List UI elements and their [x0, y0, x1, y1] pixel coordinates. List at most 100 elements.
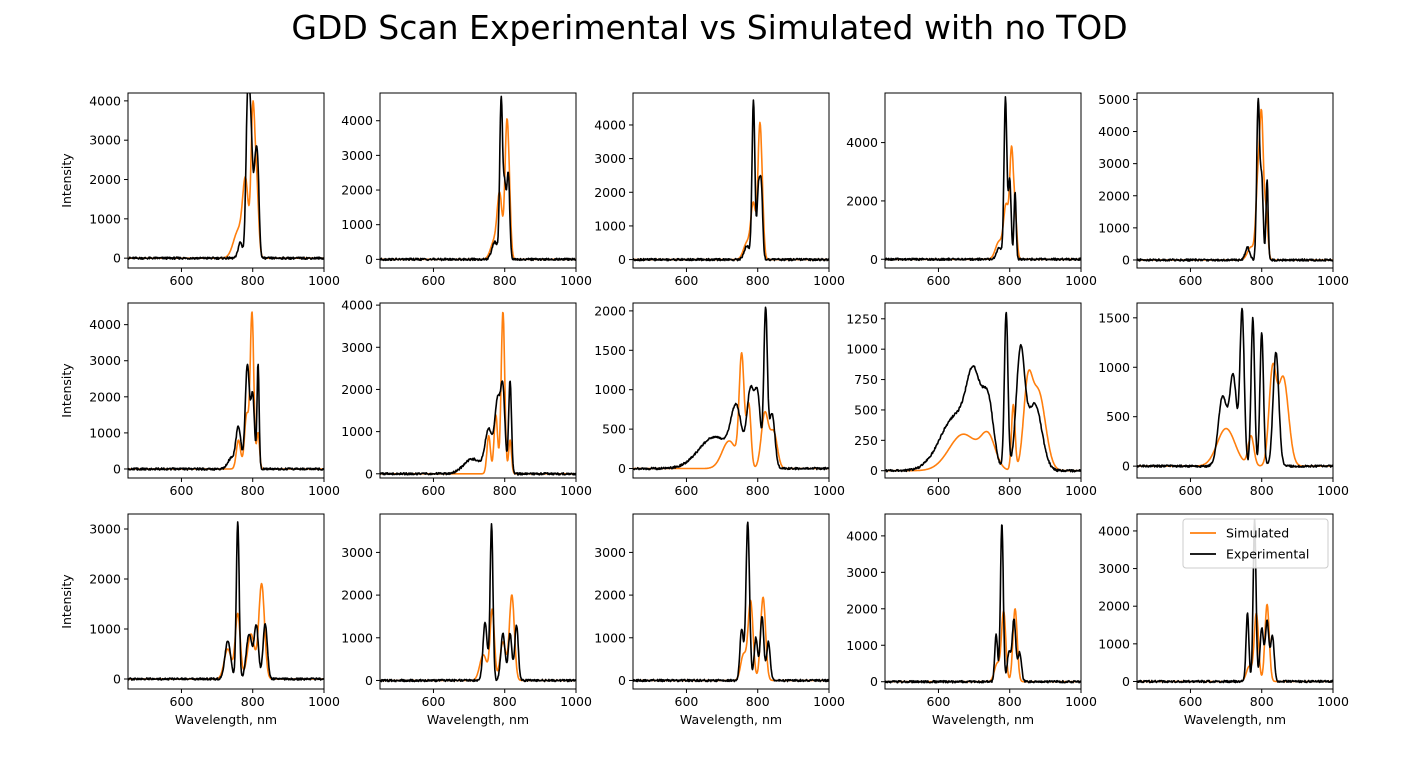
simulated-series-line — [1137, 603, 1333, 683]
y-tick-label: 2000 — [89, 572, 121, 587]
chart-panel-13: 600 800 1000 0 1000 2000 3000 Wavelength, nm — [594, 513, 845, 727]
y-tick-label: 2000 — [89, 172, 121, 187]
x-tick-label: 800 — [1250, 483, 1274, 498]
y-tick-label: 1000 — [89, 211, 121, 226]
legend-entry: Experimental — [1226, 547, 1309, 562]
experimental-series-line — [885, 524, 1081, 684]
x-tick-label: 1000 — [308, 694, 340, 709]
y-tick-label: 4000 — [341, 113, 373, 128]
experimental-series-line — [1137, 518, 1333, 684]
y-tick-label: 0 — [618, 673, 626, 688]
x-tick-label: 1000 — [308, 273, 340, 288]
y-tick-label: 3000 — [1098, 561, 1130, 576]
y-tick-label: 2000 — [341, 183, 373, 198]
y-tick-label: 1000 — [594, 382, 626, 397]
y-tick-label: 3000 — [341, 545, 373, 560]
y-tick-label: 2000 — [846, 193, 878, 208]
chart-panel-4: 600 800 1000 0 2000 4000 — [846, 92, 1097, 288]
chart-panel-6: 600 800 1000 0 1000 2000 3000 4000 Intensity — [59, 302, 340, 498]
y-tick-label: 1000 — [1098, 360, 1130, 375]
x-tick-label: 600 — [422, 694, 446, 709]
x-tick-label: 600 — [1179, 694, 1203, 709]
y-tick-label: 4000 — [89, 317, 121, 332]
plot-frame — [379, 302, 577, 479]
simulated-series-line — [885, 145, 1081, 261]
y-tick-label: 3000 — [1098, 156, 1130, 171]
experimental-series-line — [380, 380, 576, 476]
experimental-series-line — [128, 363, 324, 471]
y-tick-label: 500 — [854, 402, 878, 417]
y-axis-label: Intensity — [59, 153, 74, 208]
y-tick-label: 0 — [1122, 252, 1130, 267]
simulated-series-line — [885, 608, 1081, 683]
x-tick-label: 1000 — [813, 483, 845, 498]
figure-title: GDD Scan Experimental vs Simulated with … — [291, 8, 1128, 47]
y-tick-label: 1500 — [594, 343, 626, 358]
y-tick-label: 2000 — [341, 588, 373, 603]
y-tick-label: 1000 — [594, 218, 626, 233]
plot-frame — [1136, 92, 1334, 269]
experimental-series-line — [380, 523, 576, 683]
simulated-series-line — [633, 121, 829, 261]
simulated-series-line — [633, 352, 829, 470]
y-tick-label: 2000 — [1098, 599, 1130, 614]
y-tick-label: 0 — [870, 674, 878, 689]
plot-frame — [884, 92, 1082, 269]
plot-area — [1137, 307, 1333, 468]
x-tick-label: 600 — [927, 483, 951, 498]
simulated-series-line — [885, 369, 1081, 472]
x-tick-label: 1000 — [560, 694, 592, 709]
chart-panel-5: 600 800 1000 0 1000 2000 3000 4000 5000 — [1098, 92, 1349, 288]
y-tick-label: 3000 — [341, 340, 373, 355]
y-tick-label: 0 — [1122, 674, 1130, 689]
simulated-series-line — [380, 118, 576, 261]
x-tick-label: 1000 — [560, 273, 592, 288]
y-tick-label: 1000 — [89, 622, 121, 637]
y-tick-label: 0 — [365, 252, 373, 267]
x-tick-label: 600 — [1179, 483, 1203, 498]
y-tick-label: 0 — [870, 252, 878, 267]
plot-area — [380, 523, 576, 683]
y-axis-label: Intensity — [59, 574, 74, 629]
legend-box — [1182, 518, 1329, 569]
x-tick-label: 800 — [998, 273, 1022, 288]
x-tick-label: 800 — [746, 694, 770, 709]
y-tick-label: 1000 — [341, 630, 373, 645]
x-tick-label: 1000 — [813, 273, 845, 288]
experimental-series-line — [1137, 97, 1333, 262]
plot-area — [885, 311, 1081, 473]
y-tick-label: 2000 — [594, 303, 626, 318]
chart-panel-14: 600 800 1000 0 1000 2000 3000 4000 Wavelength, n… — [846, 513, 1097, 727]
plot-area — [380, 311, 576, 476]
x-tick-label: 600 — [675, 694, 699, 709]
x-tick-label: 1000 — [1317, 483, 1349, 498]
plot-frame — [1136, 302, 1334, 479]
y-tick-label: 250 — [854, 433, 878, 448]
x-tick-label: 800 — [241, 483, 265, 498]
x-axis-label: Wavelength, nm — [932, 712, 1034, 727]
plot-area — [380, 95, 576, 262]
x-tick-label: 600 — [170, 694, 194, 709]
y-tick-label: 500 — [602, 422, 626, 437]
x-tick-label: 800 — [241, 694, 265, 709]
legend: Simulated Experimental — [1182, 518, 1329, 569]
simulated-series-line — [380, 311, 576, 475]
chart-panel-9: 600 800 1000 0 250 500 750 1000 1250 — [846, 302, 1097, 498]
x-tick-label: 800 — [493, 273, 517, 288]
y-tick-label: 4000 — [846, 135, 878, 150]
experimental-series-line — [380, 95, 576, 262]
y-tick-label: 2000 — [1098, 188, 1130, 203]
y-tick-label: 2000 — [594, 185, 626, 200]
y-tick-label: 1000 — [846, 638, 878, 653]
x-tick-label: 1000 — [1317, 694, 1349, 709]
plot-area — [885, 524, 1081, 684]
y-tick-label: 0 — [618, 461, 626, 476]
x-tick-label: 600 — [422, 483, 446, 498]
simulated-series-line — [633, 596, 829, 682]
y-tick-label: 1000 — [341, 424, 373, 439]
chart-panel-11: 600 800 1000 0 1000 2000 3000 Intensity Waveleng… — [59, 513, 340, 727]
plot-area — [128, 311, 324, 471]
y-tick-label: 1000 — [594, 630, 626, 645]
simulated-series-line — [128, 311, 324, 470]
